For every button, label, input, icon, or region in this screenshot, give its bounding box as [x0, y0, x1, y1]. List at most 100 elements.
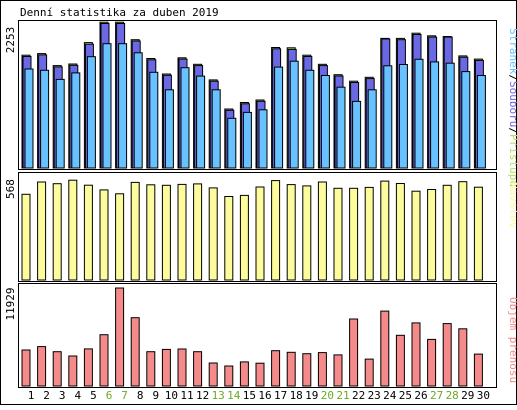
visits-bar: [68, 179, 78, 281]
day-label: 27: [430, 389, 443, 402]
visits-bar: [473, 186, 483, 281]
visits-bar: [37, 181, 47, 281]
day-label: 4: [74, 389, 81, 402]
pages-bar: [414, 58, 424, 169]
pages-bar: [180, 67, 190, 169]
pages-bar: [274, 66, 284, 169]
kbytes-bars-group: [21, 287, 483, 387]
kbytes-ymax-label: 11929: [4, 287, 17, 320]
day-label: 28: [446, 389, 459, 402]
kbytes-bar: [364, 358, 374, 387]
day-label: 29: [461, 389, 474, 402]
kbytes-bar: [115, 287, 125, 387]
pages-bar: [320, 75, 330, 169]
kbytes-bar: [427, 338, 437, 387]
hits-ymax-label: 2253: [4, 27, 17, 54]
visits-bar: [146, 184, 156, 281]
visits-bar: [380, 180, 390, 281]
kbytes-bar: [271, 350, 281, 387]
legend-hits: Přístupů: [507, 134, 517, 187]
visits-bar: [130, 181, 140, 281]
kbytes-bar: [161, 348, 171, 387]
day-label: 30: [477, 389, 490, 402]
visits-bar: [317, 181, 327, 281]
visits-bar: [302, 185, 312, 281]
day-label: 1: [28, 389, 35, 402]
day-label: 18: [290, 389, 303, 402]
legend-visits: Návštěv: [507, 182, 517, 229]
visits-ymax-label: 568: [4, 179, 17, 199]
kbytes-bar: [458, 328, 468, 387]
visits-bar: [458, 181, 468, 281]
visits-bars-group: [21, 179, 483, 281]
kbytes-bar: [68, 355, 78, 387]
pages-bar: [40, 69, 50, 169]
kbytes-bar: [349, 318, 359, 387]
kbytes-bar: [380, 310, 390, 387]
hits-panel-legend: Stránek/Souborů/Přístupů: [507, 28, 517, 187]
day-label: 7: [121, 389, 128, 402]
day-label: 12: [196, 389, 209, 402]
pages-bar: [227, 117, 237, 169]
kbytes-bar: [473, 353, 483, 387]
legend-pages: Stránek: [507, 28, 517, 75]
visits-bar: [239, 194, 249, 281]
day-label: 19: [305, 389, 318, 402]
kbytes-bar: [146, 351, 156, 387]
legend-files: Souborů: [507, 81, 517, 127]
day-label: 10: [165, 389, 178, 402]
legend-separator-1: /: [507, 74, 517, 81]
visits-bar: [333, 187, 343, 281]
visits-bar: [411, 190, 421, 281]
pages-bar: [305, 69, 315, 169]
day-label: 8: [137, 389, 144, 402]
day-label: 20: [321, 389, 334, 402]
visits-bar: [52, 183, 62, 281]
day-label: 25: [399, 389, 412, 402]
kbytes-bar: [177, 348, 187, 387]
day-label: 11: [180, 389, 193, 402]
visits-bar: [255, 186, 265, 281]
day-label: 14: [227, 389, 241, 402]
day-label: 23: [368, 389, 381, 402]
pages-bar: [476, 75, 486, 169]
pages-bar: [133, 52, 143, 169]
pages-bar: [352, 100, 362, 169]
kbytes-bar: [99, 334, 109, 387]
legend-separator-2: /: [507, 127, 517, 134]
kbytes-bar: [52, 351, 62, 387]
pages-bar: [383, 65, 393, 169]
day-label: 16: [258, 389, 271, 402]
pages-bar: [55, 78, 65, 169]
kbytes-bar: [411, 322, 421, 387]
visits-bar: [442, 184, 452, 281]
day-label: 26: [414, 389, 427, 402]
kbytes-bar: [239, 361, 249, 387]
kbytes-bar: [302, 353, 312, 387]
pages-bar: [445, 62, 455, 169]
visits-bar: [115, 193, 125, 281]
kbytes-bar: [208, 362, 218, 387]
pages-bar: [258, 109, 268, 169]
pages-bar: [86, 56, 96, 169]
day-label: 3: [59, 389, 66, 402]
visits-bar: [83, 184, 93, 281]
kbytes-bar: [286, 351, 296, 387]
pages-bar: [164, 89, 174, 169]
kbytes-bar: [317, 352, 327, 387]
kbytes-bar: [333, 354, 343, 387]
kbytes-bar: [224, 365, 234, 387]
visits-bar: [208, 187, 218, 281]
chart-title: Denní statistika za duben 2019: [20, 6, 219, 19]
kbytes-bar: [193, 351, 203, 387]
day-label: 15: [243, 389, 256, 402]
visits-bar: [349, 187, 359, 281]
day-label: 6: [106, 389, 113, 402]
pages-bar: [24, 68, 34, 169]
visits-bar: [161, 184, 171, 281]
pages-bar: [71, 72, 81, 169]
day-label: 22: [352, 389, 365, 402]
pages-bar: [196, 75, 206, 169]
